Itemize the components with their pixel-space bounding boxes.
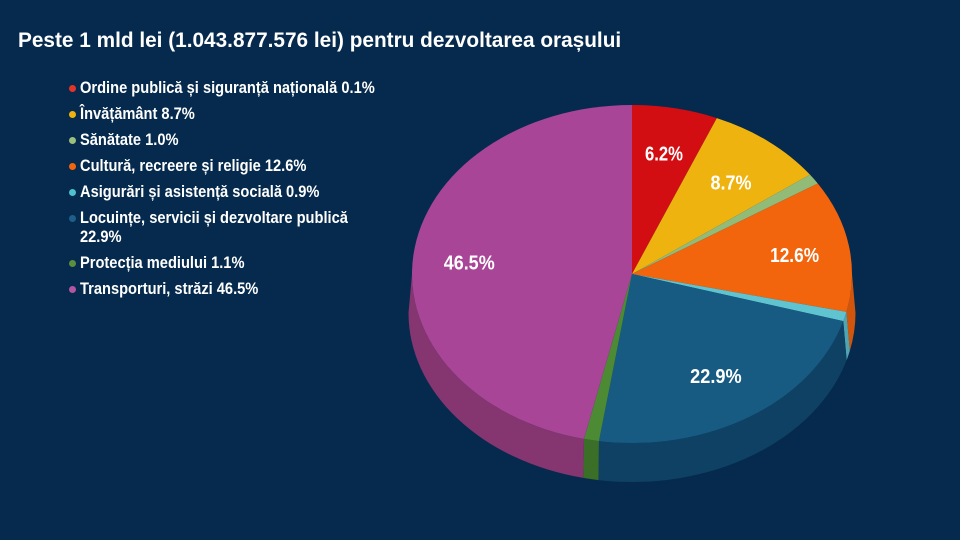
svg-text:22.9%: 22.9% <box>690 365 742 388</box>
svg-text:12.6%: 12.6% <box>770 244 819 267</box>
svg-text:8.7%: 8.7% <box>711 172 752 195</box>
svg-text:6.2%: 6.2% <box>645 142 683 165</box>
svg-text:46.5%: 46.5% <box>444 252 495 275</box>
